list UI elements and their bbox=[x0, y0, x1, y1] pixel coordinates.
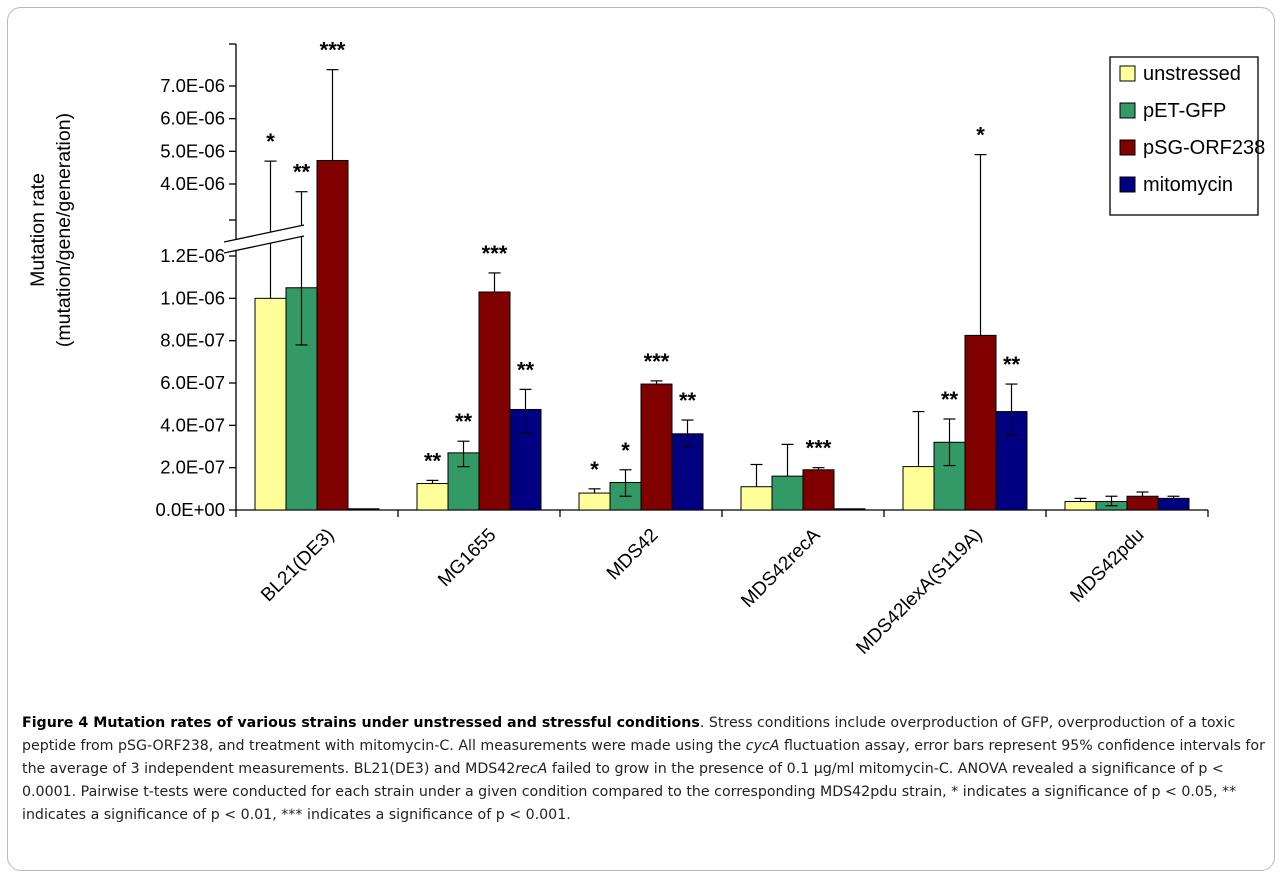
bar-unstressed bbox=[1064, 501, 1097, 511]
legend-swatch-unstressed bbox=[1119, 65, 1136, 82]
bar-unstressed bbox=[740, 486, 773, 511]
y-axis-title: Mutation rate bbox=[27, 173, 49, 287]
figure-caption: Figure 4 Mutation rates of various strai… bbox=[22, 712, 1267, 827]
legend-swatch-pET-GFP bbox=[1119, 102, 1136, 119]
y-tick-label: 5.0E-06 bbox=[160, 140, 225, 161]
y-tick-label: 4.0E-07 bbox=[160, 414, 225, 435]
bar-pSG-ORF238 bbox=[316, 159, 349, 511]
y-tick-label: 2.0E-07 bbox=[160, 457, 225, 478]
legend-label-unstressed: unstressed bbox=[1143, 63, 1241, 85]
significance-label: ** bbox=[455, 409, 473, 434]
y-tick-label: 1.0E-06 bbox=[160, 287, 225, 308]
bar-unstressed bbox=[578, 492, 611, 511]
legend-label-mitomycin: mitomycin bbox=[1143, 174, 1233, 196]
y-tick-label: 0.0E+00 bbox=[156, 499, 225, 520]
significance-label: ** bbox=[293, 160, 311, 185]
bar-mitomycin bbox=[1157, 497, 1190, 511]
caption-text-1: . Stress conditions include overproducti… bbox=[22, 715, 1236, 754]
bar-pET-GFP bbox=[771, 475, 804, 511]
bar-pSG-ORF238 bbox=[478, 291, 511, 511]
caption-gene-cyca: cycA bbox=[745, 738, 780, 754]
y-axis-subtitle: (mutation/gene/generation) bbox=[53, 113, 75, 347]
significance-label: * bbox=[976, 123, 985, 148]
significance-label: * bbox=[621, 438, 630, 463]
axis-break-line bbox=[223, 224, 305, 243]
bar-pSG-ORF238 bbox=[1126, 495, 1159, 511]
significance-label: * bbox=[590, 457, 599, 482]
caption-text-3: failed to grow in the presence of 0.1 µg… bbox=[22, 761, 1237, 823]
x-category-label: BL21(DE3) bbox=[257, 525, 338, 606]
caption-gene-reca: recA bbox=[515, 761, 548, 777]
x-category-label: MG1655 bbox=[434, 525, 500, 591]
y-tick-label: 1.2E-06 bbox=[160, 245, 225, 266]
x-category-label: MDS42recA bbox=[737, 524, 825, 612]
legend-label-pET-GFP: pET-GFP bbox=[1143, 100, 1226, 122]
caption-figure-label: Figure 4 bbox=[22, 715, 89, 731]
bar-unstressed bbox=[416, 483, 449, 511]
axis-break-gap bbox=[224, 225, 304, 253]
significance-label: ** bbox=[517, 357, 535, 382]
significance-label: * bbox=[266, 129, 275, 154]
significance-label: *** bbox=[644, 349, 670, 374]
bar-pSG-ORF238 bbox=[964, 334, 997, 511]
caption-title: Mutation rates of various strains under … bbox=[93, 715, 700, 731]
figure-frame bbox=[7, 7, 1275, 871]
legend-swatch-pSG-ORF238 bbox=[1119, 139, 1136, 156]
caption-text-2: fluctuation assay, error bars represent … bbox=[22, 738, 1265, 777]
significance-label: *** bbox=[806, 436, 832, 461]
significance-label: *** bbox=[320, 38, 346, 63]
y-tick-label: 6.0E-06 bbox=[160, 108, 225, 129]
bar-unstressed bbox=[902, 466, 935, 511]
x-category-label: MDS42 bbox=[603, 525, 663, 585]
y-tick-label: 4.0E-06 bbox=[160, 173, 225, 194]
significance-label: *** bbox=[482, 241, 508, 266]
legend-swatch-mitomycin bbox=[1119, 176, 1136, 193]
legend-label-pSG-ORF238: pSG-ORF238 bbox=[1143, 137, 1265, 159]
bar-unstressed bbox=[254, 297, 287, 511]
significance-label: ** bbox=[941, 387, 959, 412]
bar-mitomycin bbox=[347, 508, 380, 511]
y-tick-label: 6.0E-07 bbox=[160, 372, 225, 393]
significance-label: ** bbox=[679, 388, 697, 413]
significance-label: ** bbox=[424, 448, 442, 473]
axis-break-line bbox=[223, 235, 305, 254]
y-tick-label: 8.0E-07 bbox=[160, 330, 225, 351]
y-tick-label: 7.0E-06 bbox=[160, 75, 225, 96]
x-category-label: MDS42lexA(S119A) bbox=[852, 525, 986, 659]
bar-pSG-ORF238 bbox=[640, 383, 673, 511]
x-category-label: MDS42pdu bbox=[1066, 525, 1148, 607]
bar-mitomycin bbox=[833, 508, 866, 511]
bar-pSG-ORF238 bbox=[802, 469, 835, 511]
significance-label: ** bbox=[1003, 352, 1021, 377]
bar-chart: 0.0E+00 2.0E-07 4.0E-07 6.0E-07 8.0E-07 1.0E-… bbox=[27, 38, 1265, 659]
